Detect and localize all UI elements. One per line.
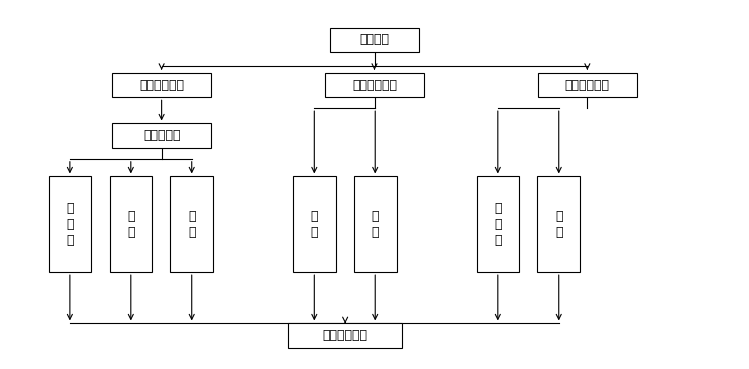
Text: 工
程
部: 工 程 部 [66, 202, 73, 247]
Text: 安
全: 安 全 [188, 210, 195, 239]
Bar [112, 123, 211, 148]
Text: 物
资: 物 资 [311, 210, 318, 239]
Text: 质
量: 质 量 [127, 210, 135, 239]
Text: 项目总施工: 项目总施工 [143, 129, 181, 142]
Bar [293, 176, 336, 272]
Bar [330, 28, 419, 52]
Bar [109, 176, 152, 272]
Text: 机
电: 机 电 [372, 210, 379, 239]
Bar [288, 323, 402, 348]
Bar [538, 176, 580, 272]
Text: 综
合
办: 综 合 办 [494, 202, 502, 247]
Text: 财
务: 财 务 [555, 210, 562, 239]
Text: 技术总工程师: 技术总工程师 [565, 79, 610, 92]
Text: 防水施工班组: 防水施工班组 [323, 329, 368, 342]
Bar [112, 73, 211, 97]
Text: 项目经理: 项目经理 [360, 33, 389, 46]
Bar [476, 176, 519, 272]
Bar [325, 73, 424, 97]
Text: 项目执行经理: 项目执行经理 [139, 79, 184, 92]
Bar [354, 176, 396, 272]
Bar [49, 176, 91, 272]
Bar [538, 73, 637, 97]
Bar [171, 176, 213, 272]
Text: 项目安全总监: 项目安全总监 [352, 79, 397, 92]
